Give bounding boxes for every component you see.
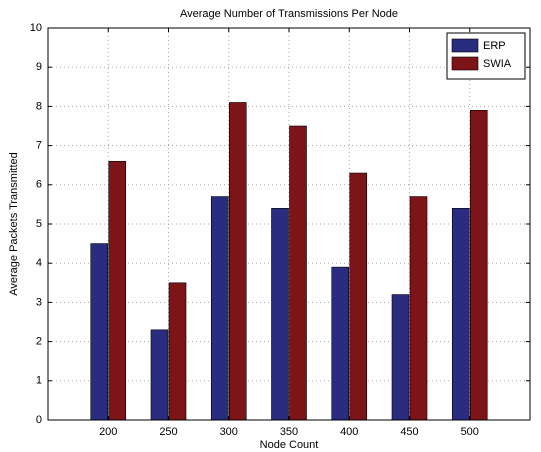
x-tick-label: 500 (461, 426, 479, 438)
y-tick-label: 1 (36, 375, 42, 387)
x-tick-label: 400 (340, 426, 358, 438)
y-tick-label: 0 (36, 414, 42, 426)
bar (349, 172, 368, 421)
bar (469, 110, 488, 421)
plot-frame (47, 27, 531, 421)
chart-title: Average Number of Transmissions Per Node (180, 8, 398, 20)
bar (409, 196, 428, 421)
legend-swatch (451, 38, 479, 53)
y-tick-label: 7 (36, 140, 42, 152)
bar (289, 125, 307, 421)
x-tick-label: 350 (280, 426, 298, 438)
bar (228, 102, 247, 421)
bar (168, 282, 187, 421)
bar (331, 266, 350, 421)
x-tick-label: 200 (99, 426, 117, 438)
y-tick-label: 2 (36, 336, 42, 348)
x-tick-label: 250 (159, 426, 177, 438)
bar (210, 196, 229, 421)
y-tick-label: 9 (36, 61, 42, 73)
y-tick-label: 6 (36, 179, 42, 191)
bar (108, 160, 127, 421)
y-tick-label: 4 (36, 257, 42, 269)
y-tick-label: 3 (36, 296, 42, 308)
y-axis-label: Average Packets Transmitted (8, 152, 20, 295)
y-tick-label: 10 (30, 22, 42, 34)
x-axis-label: Node Count (260, 439, 319, 451)
legend-label: SWIA (483, 58, 512, 70)
bar (271, 208, 289, 421)
legend-swatch (451, 56, 479, 71)
x-tick-label: 300 (220, 426, 238, 438)
bar (391, 294, 410, 421)
bar (150, 329, 169, 421)
y-tick-label: 8 (36, 100, 42, 112)
x-tick-label: 450 (400, 426, 418, 438)
bar (90, 243, 109, 421)
y-tick-label: 5 (36, 218, 42, 230)
legend-label: ERP (483, 40, 506, 52)
bar (451, 208, 470, 421)
